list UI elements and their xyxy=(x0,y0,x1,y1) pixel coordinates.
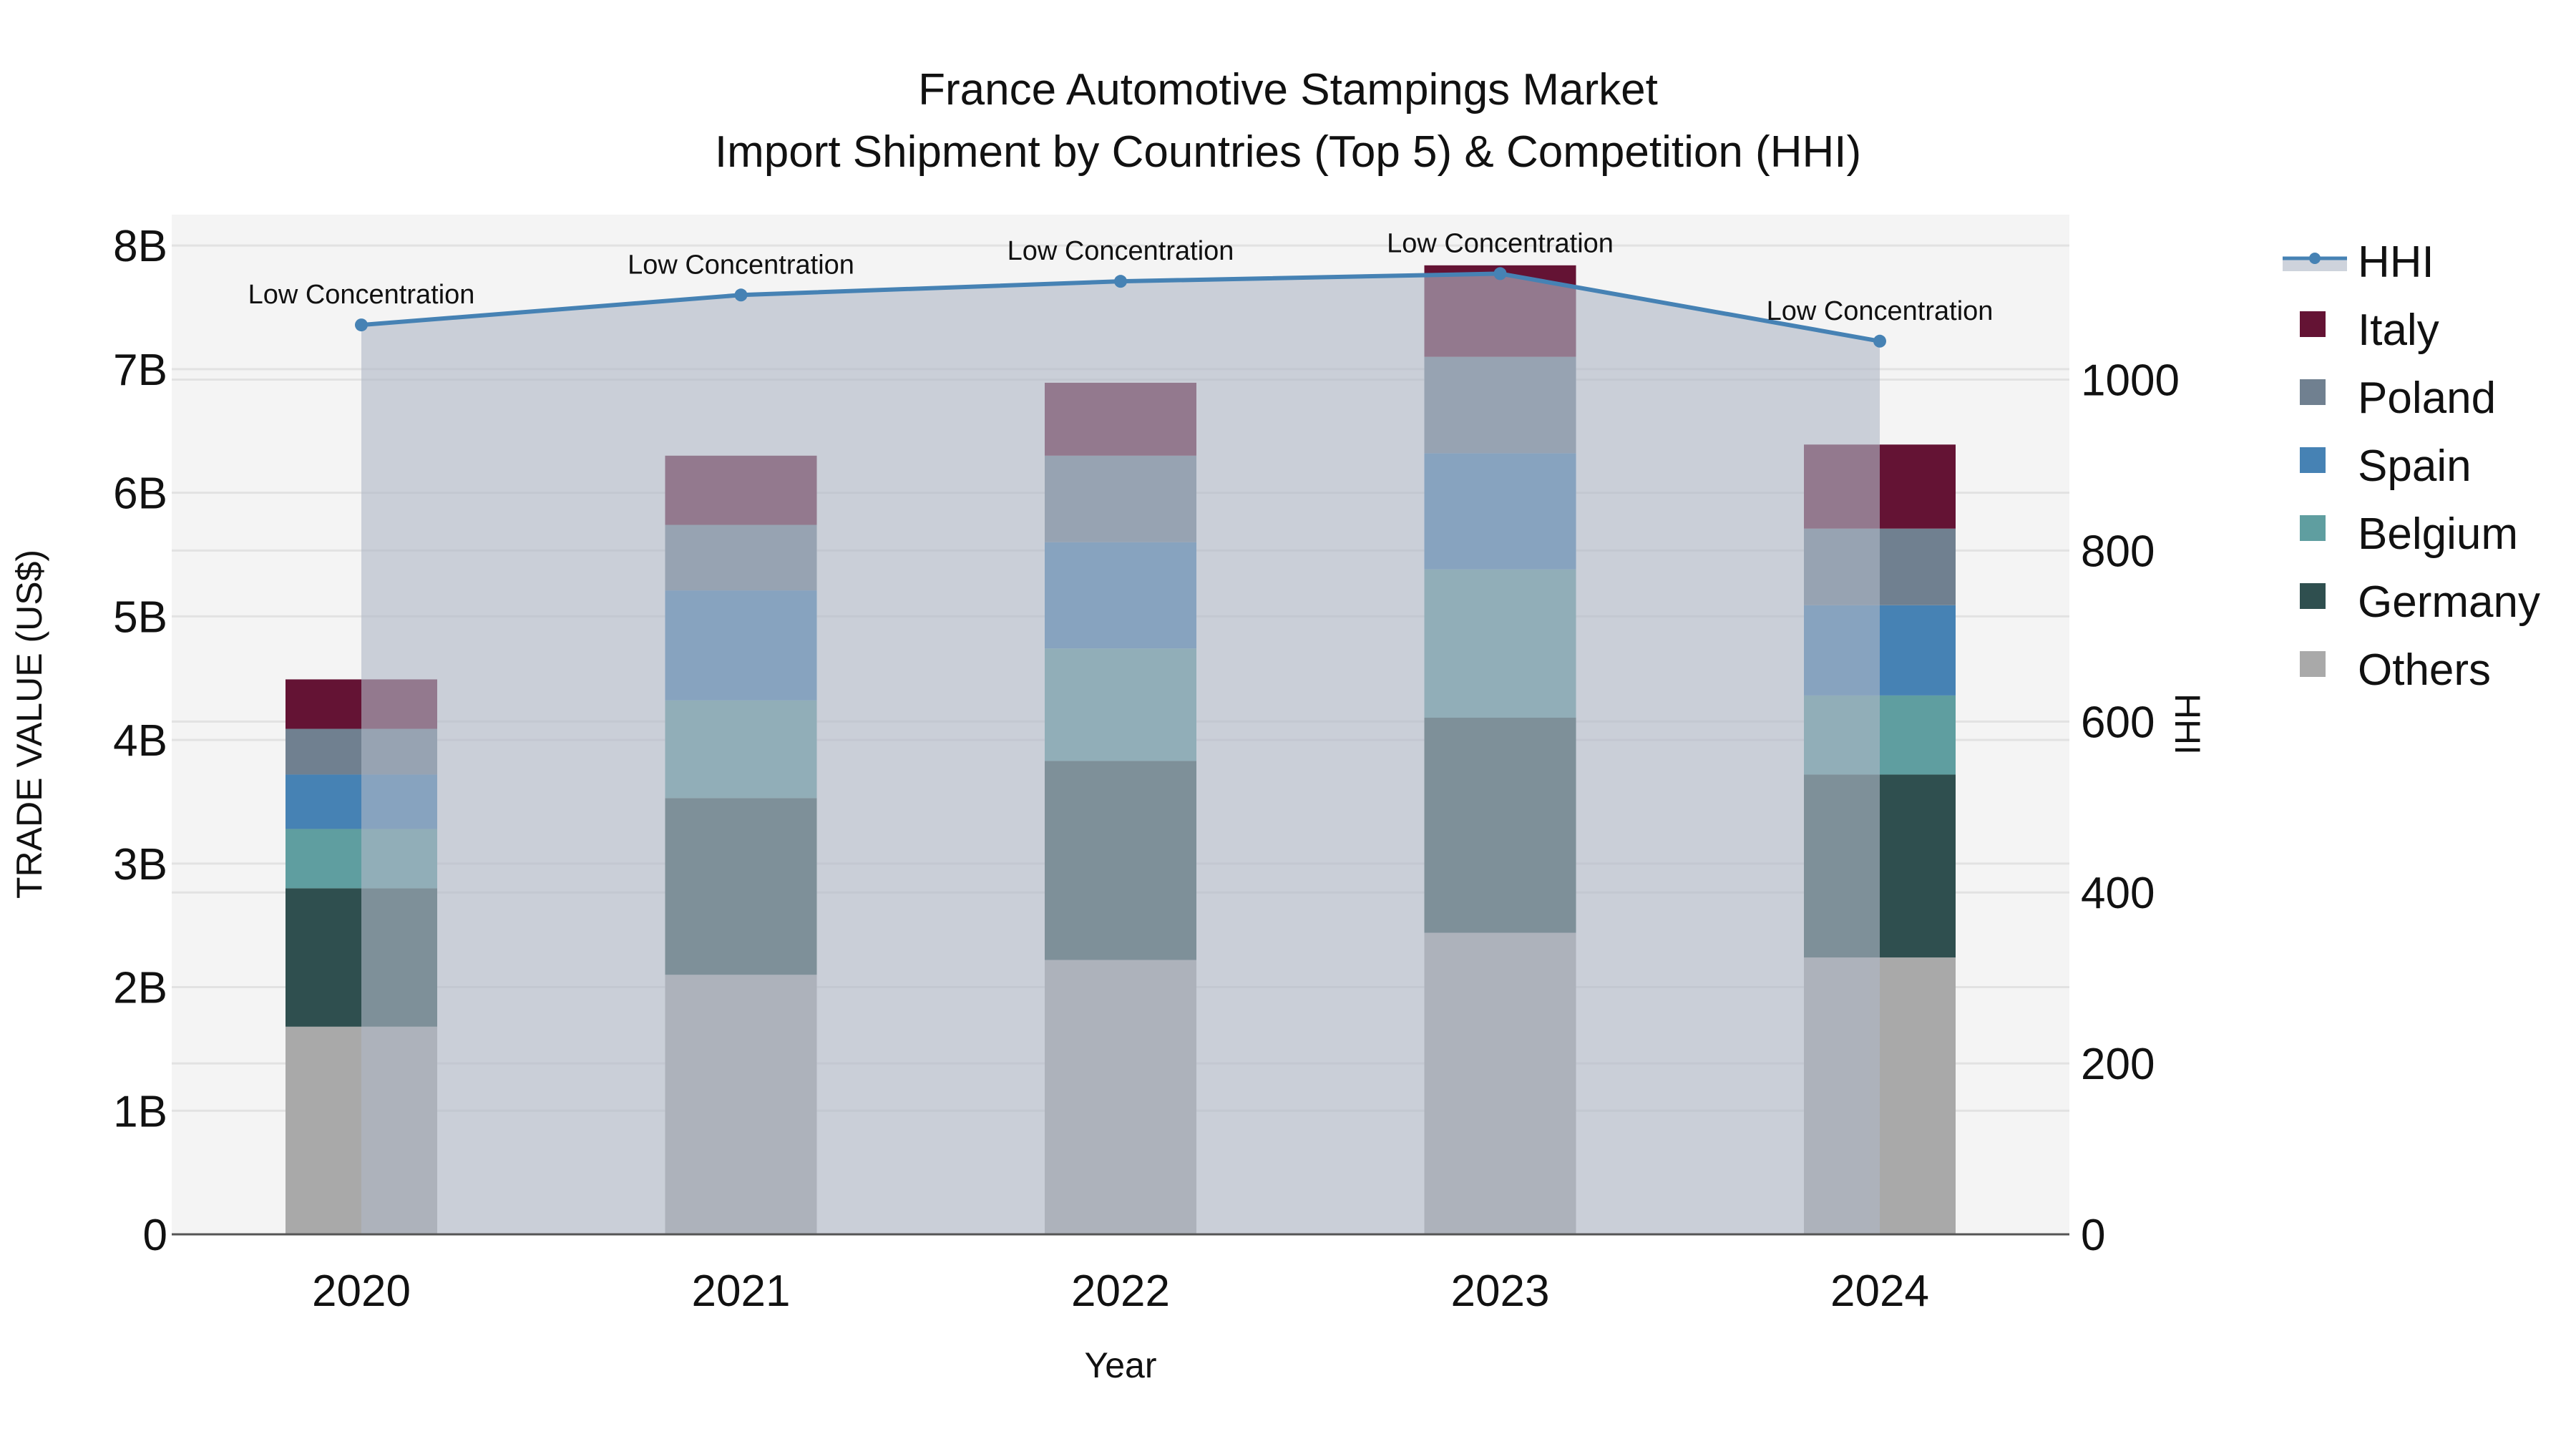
legend-swatch xyxy=(2300,447,2326,473)
y-tick-label: 5B xyxy=(113,592,167,642)
hhi-marker[interactable] xyxy=(1873,334,1886,348)
legend-label: Spain xyxy=(2358,441,2472,491)
y-tick-label: 7B xyxy=(113,346,167,395)
legend-label: Germany xyxy=(2358,577,2540,627)
hhi-annotation: Low Concentration xyxy=(1767,296,1994,326)
legend-label: Poland xyxy=(2358,374,2496,423)
y2-tick-label: 400 xyxy=(2081,869,2155,918)
legend-item-germany[interactable]: Germany xyxy=(2300,577,2540,627)
hhi-annotation: Low Concentration xyxy=(1008,236,1234,266)
hhi-marker[interactable] xyxy=(355,318,368,332)
legend-hhi-fill xyxy=(2283,260,2347,271)
legend-item-others[interactable]: Others xyxy=(2300,645,2491,695)
hhi-area xyxy=(361,273,1880,1235)
y-tick-label: 1B xyxy=(113,1087,167,1136)
y-tick-label: 4B xyxy=(113,716,167,766)
y-tick-label: 0 xyxy=(143,1211,167,1260)
legend-item-spain[interactable]: Spain xyxy=(2300,441,2472,491)
x-axis-title: Year xyxy=(1084,1345,1156,1385)
chart-subtitle: Import Shipment by Countries (Top 5) & C… xyxy=(714,127,1862,177)
hhi-marker[interactable] xyxy=(734,288,748,302)
hhi-annotation: Low Concentration xyxy=(248,280,475,310)
y2-tick-label: 1000 xyxy=(2081,356,2180,406)
y2-axis-title: HHI xyxy=(2167,693,2207,755)
legend-label: HHI xyxy=(2358,238,2434,287)
legend-label: Others xyxy=(2358,645,2491,695)
legend-swatch xyxy=(2300,515,2326,541)
legend-hhi-marker xyxy=(2309,253,2321,264)
legend-swatch xyxy=(2300,651,2326,677)
x-tick-label: 2020 xyxy=(312,1267,411,1316)
legend-item-poland[interactable]: Poland xyxy=(2300,374,2496,423)
x-tick-label: 2024 xyxy=(1830,1267,1929,1316)
y-tick-label: 8B xyxy=(113,222,167,271)
x-tick-label: 2021 xyxy=(692,1267,791,1316)
legend-label: Belgium xyxy=(2358,509,2518,559)
hhi-marker[interactable] xyxy=(1114,275,1127,288)
legend: HHI Italy Poland Spain Belgium Germany Others xyxy=(2283,238,2540,695)
y2-tick-label: 800 xyxy=(2081,527,2155,576)
hhi-marker[interactable] xyxy=(1493,267,1507,280)
y2-tick-label: 600 xyxy=(2081,698,2155,747)
y-tick-label: 6B xyxy=(113,469,167,519)
x-tick-label: 2022 xyxy=(1071,1267,1170,1316)
y-axis-title: TRADE VALUE (US$) xyxy=(9,550,49,899)
y-tick-label: 2B xyxy=(113,964,167,1013)
legend-swatch xyxy=(2300,583,2326,609)
legend-item-hhi[interactable]: HHI xyxy=(2283,238,2434,287)
y2-tick-label: 200 xyxy=(2081,1040,2155,1089)
y2-tick-label: 0 xyxy=(2081,1211,2105,1260)
legend-item-italy[interactable]: Italy xyxy=(2300,306,2439,355)
chart-title: France Automotive Stampings Market xyxy=(918,65,1658,114)
hhi-annotation: Low Concentration xyxy=(628,250,854,280)
y-tick-label: 3B xyxy=(113,840,167,889)
legend-label: Italy xyxy=(2358,306,2439,355)
legend-item-belgium[interactable]: Belgium xyxy=(2300,509,2518,559)
hhi-annotation: Low Concentration xyxy=(1387,228,1614,258)
legend-swatch xyxy=(2300,311,2326,337)
legend-swatch xyxy=(2300,379,2326,405)
x-tick-label: 2023 xyxy=(1451,1267,1550,1316)
